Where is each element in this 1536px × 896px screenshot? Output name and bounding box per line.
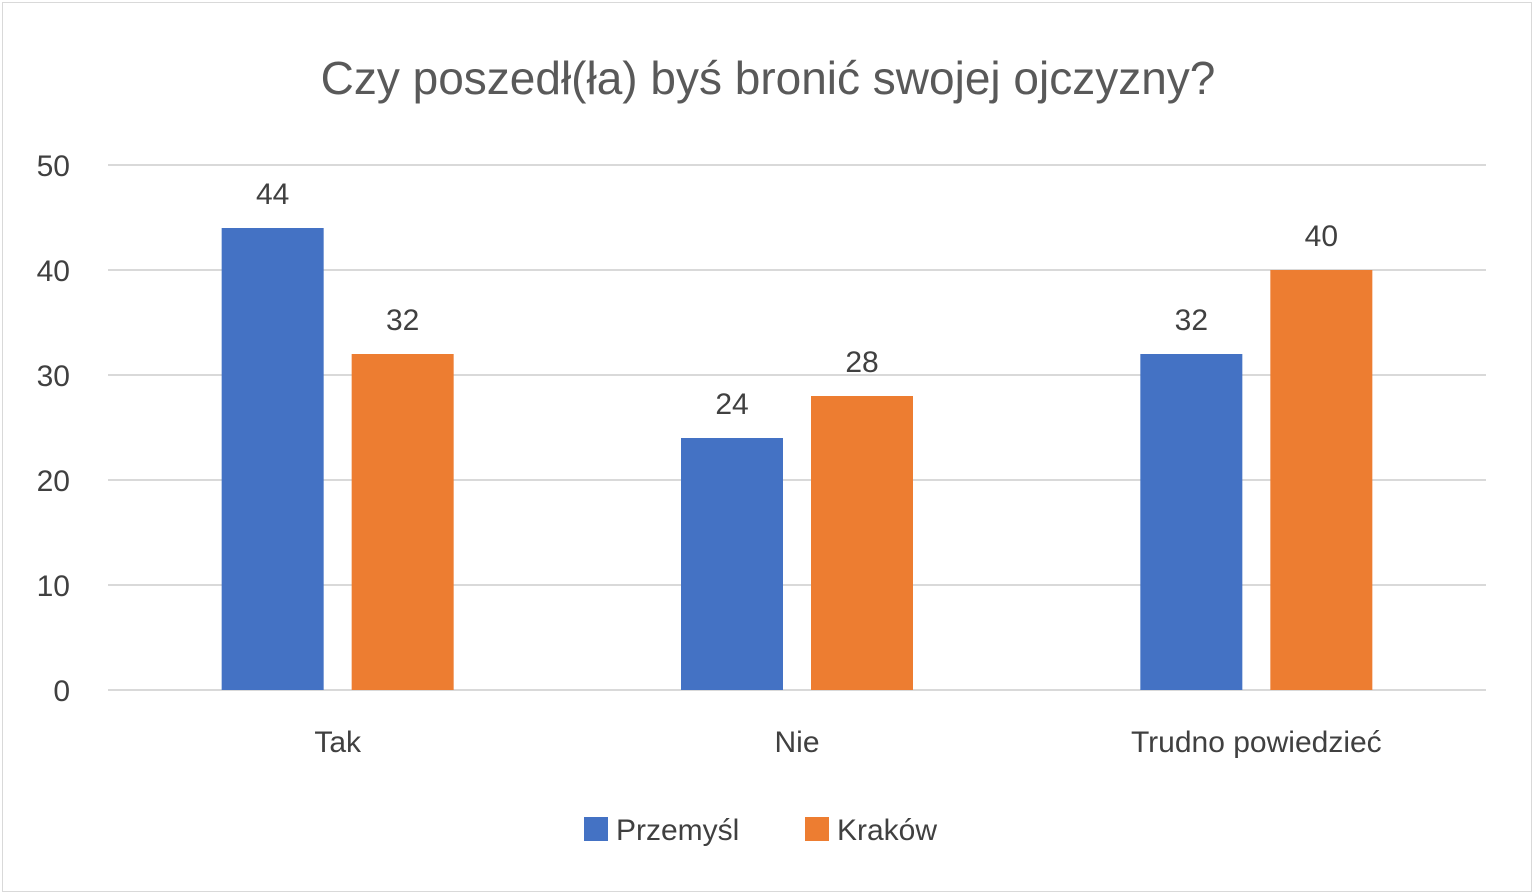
bar: [681, 438, 783, 690]
legend-label: Przemyśl: [616, 814, 739, 847]
legend: Przemyśl Kraków: [584, 814, 937, 847]
bar: [1270, 270, 1373, 690]
data-label: 28: [845, 346, 878, 379]
legend-swatch: [805, 817, 829, 841]
data-label: 32: [386, 304, 419, 337]
x-category-label: Tak: [314, 726, 362, 759]
gridlines: [108, 164, 1486, 691]
bar: [221, 228, 324, 690]
data-label: 40: [1305, 220, 1338, 253]
data-labels: 44 32 24 28 32 40: [256, 178, 1338, 421]
y-tick-label: 0: [53, 675, 70, 708]
bar: [811, 396, 913, 690]
data-label: 24: [715, 388, 748, 421]
y-axis-tick-labels: 0 10 20 30 40 50: [37, 150, 70, 708]
data-label: 44: [256, 178, 289, 211]
y-tick-label: 10: [37, 570, 70, 603]
bars: [221, 228, 1373, 690]
y-tick-label: 40: [37, 255, 70, 288]
legend-label: Kraków: [837, 814, 937, 847]
legend-swatch: [584, 817, 608, 841]
y-tick-label: 50: [37, 150, 70, 183]
x-category-label: Nie: [774, 726, 819, 759]
data-label: 32: [1175, 304, 1208, 337]
y-tick-label: 30: [37, 360, 70, 393]
bar: [351, 354, 454, 690]
y-tick-label: 20: [37, 465, 70, 498]
chart-title: Czy poszedł(ła) byś bronić swojej ojczyz…: [321, 52, 1216, 104]
x-category-label: Trudno powiedzieć: [1131, 726, 1382, 759]
x-axis-category-labels: Tak Nie Trudno powiedzieć: [314, 726, 1381, 759]
bar: [1140, 354, 1243, 690]
